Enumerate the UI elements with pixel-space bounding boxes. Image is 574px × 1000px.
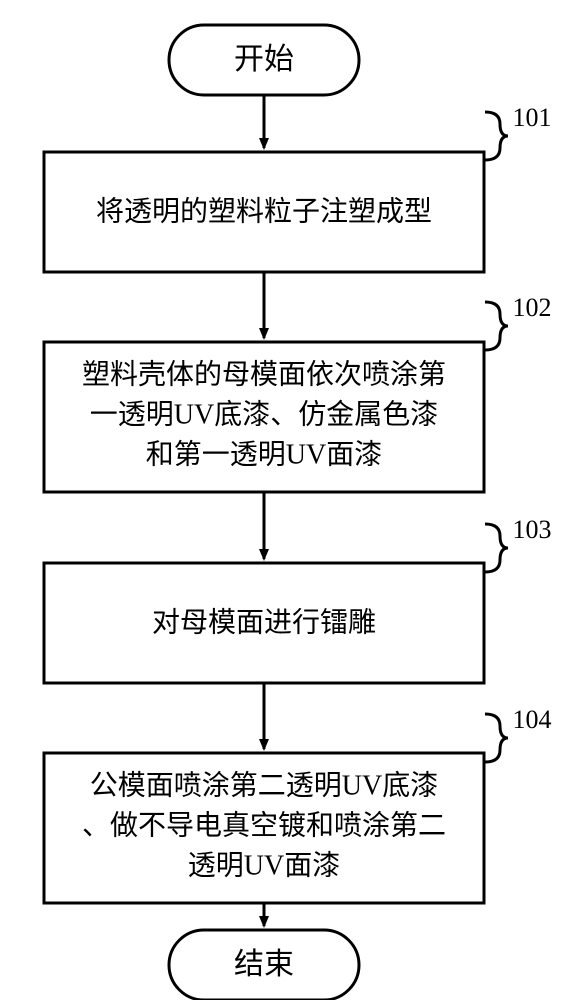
label-101-callout: 101 [485,103,552,160]
flowchart-canvas: 开始 将透明的塑料粒子注塑成型 塑料壳体的母模面依次喷涂第 一透明UV底漆、仿金… [0,0,574,1000]
step4-text-line3: 透明UV面漆 [188,849,340,881]
step1-text-line1: 将透明的塑料粒子注塑成型 [96,195,432,227]
end-label: 结束 [234,948,294,981]
step2-text-line3: 和第一透明UV面漆 [146,438,382,470]
label-101: 101 [513,103,552,132]
label-103: 103 [513,515,552,544]
step4-text-line1: 公模面喷涂第二透明UV底漆 [90,769,438,801]
label-102-callout: 102 [485,293,552,350]
step2-node: 塑料壳体的母模面依次喷涂第 一透明UV底漆、仿金属色漆 和第一透明UV面漆 [44,342,484,492]
step2-text-line2: 一透明UV底漆、仿金属色漆 [90,398,438,430]
step4-node: 公模面喷涂第二透明UV底漆 、做不导电真空镀和喷涂第二 透明UV面漆 [44,753,484,903]
start-node: 开始 [169,25,359,95]
step2-text-line1: 塑料壳体的母模面依次喷涂第 [82,358,446,390]
label-102: 102 [513,293,552,322]
step1-node: 将透明的塑料粒子注塑成型 [44,152,484,272]
step3-text-line1: 对母模面进行镭雕 [152,606,376,638]
label-103-callout: 103 [485,515,552,572]
step4-text-line2: 、做不导电真空镀和喷涂第二 [82,809,446,841]
end-node: 结束 [169,930,359,1000]
step3-node: 对母模面进行镭雕 [44,563,484,683]
label-104-callout: 104 [485,705,552,762]
label-104: 104 [513,705,552,734]
start-label: 开始 [234,43,294,76]
